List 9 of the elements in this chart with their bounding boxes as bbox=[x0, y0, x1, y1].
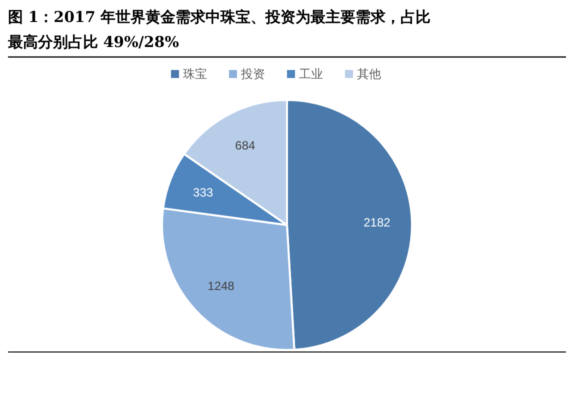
data-label: 2182 bbox=[364, 215, 391, 230]
legend-label: 其他 bbox=[357, 67, 381, 81]
data-label: 684 bbox=[235, 138, 256, 152]
chart-title: 图 1：2017 年世界黄金需求中珠宝、投资为最主要需求，占比最高分别占比 49%/28% bbox=[7, 8, 431, 51]
legend-label: 工业 bbox=[299, 67, 323, 81]
legend-label: 投资 bbox=[240, 67, 265, 81]
data-label: 1248 bbox=[208, 279, 235, 294]
data-label: 333 bbox=[193, 186, 214, 200]
legend-label: 珠宝 bbox=[183, 67, 207, 81]
